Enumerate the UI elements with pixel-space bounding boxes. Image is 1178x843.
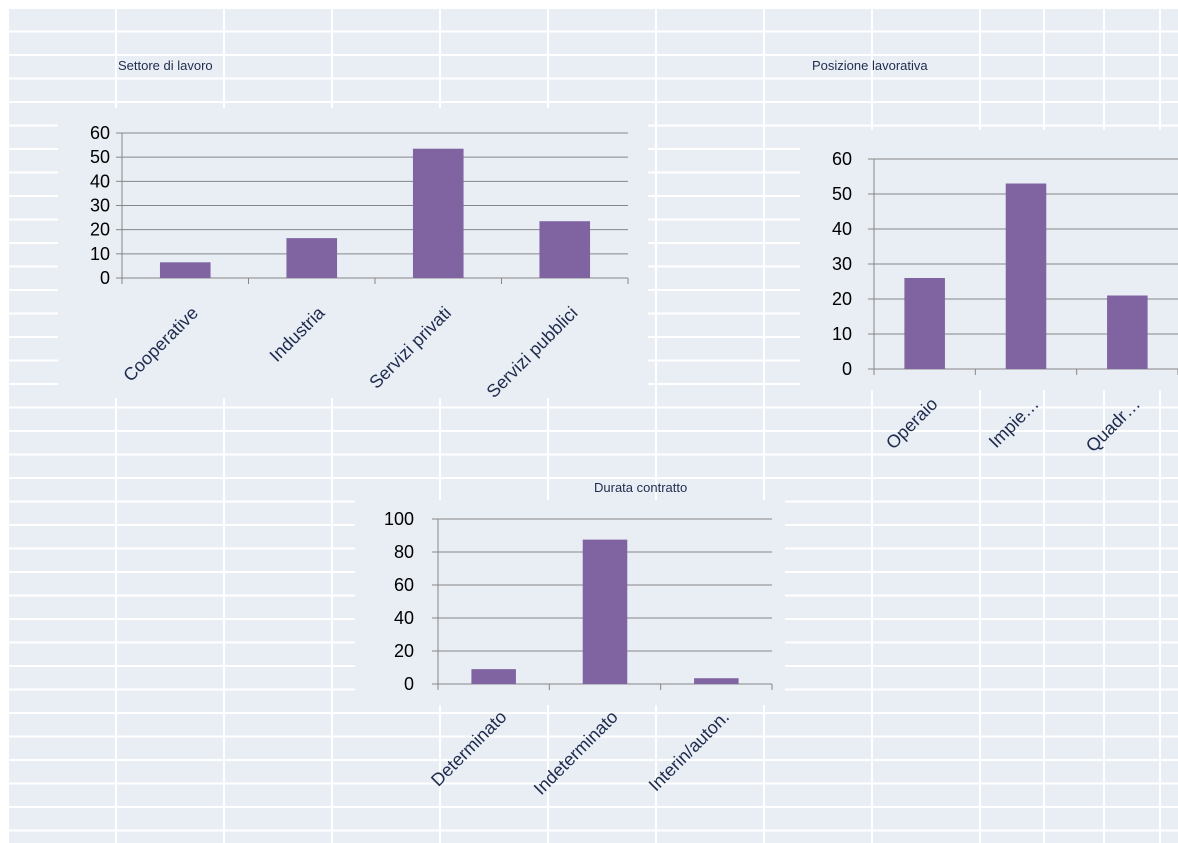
y-tick-label: 0 (100, 268, 110, 288)
bar (1005, 183, 1047, 369)
chart-title-posizione: Posizione lavorativa (812, 58, 928, 73)
y-tick-label: 60 (832, 149, 852, 169)
bar (1107, 295, 1148, 369)
bar (539, 221, 591, 278)
y-tick-label: 40 (90, 171, 110, 191)
y-tick-label: 40 (394, 608, 414, 628)
y-tick-label: 0 (404, 674, 414, 694)
bar (694, 678, 739, 684)
y-tick-label: 0 (842, 359, 852, 379)
y-tick-label: 10 (832, 324, 852, 344)
y-tick-label: 60 (90, 123, 110, 143)
category-label: Determinato (427, 707, 510, 790)
bar (582, 539, 628, 684)
bar (412, 148, 464, 278)
bar (904, 278, 945, 369)
y-tick-label: 30 (90, 196, 110, 216)
y-tick-label: 10 (90, 244, 110, 264)
category-label: Interin/auton. (645, 707, 733, 795)
y-tick-label: 40 (832, 219, 852, 239)
y-tick-label: 80 (394, 542, 414, 562)
y-tick-label: 50 (90, 147, 110, 167)
bar (471, 669, 516, 684)
y-tick-label: 30 (832, 254, 852, 274)
y-tick-label: 100 (384, 509, 414, 529)
chart-title-settore: Settore di lavoro (118, 58, 213, 73)
y-tick-label: 60 (394, 575, 414, 595)
chart-area (355, 500, 785, 705)
y-tick-label: 20 (832, 289, 852, 309)
category-label: Indeterminato (530, 707, 622, 799)
chart-title-durata: Durata contratto (594, 480, 688, 495)
y-tick-label: 20 (394, 641, 414, 661)
bar (159, 262, 211, 278)
y-tick-label: 20 (90, 220, 110, 240)
bar (286, 238, 338, 278)
y-tick-label: 50 (832, 184, 852, 204)
